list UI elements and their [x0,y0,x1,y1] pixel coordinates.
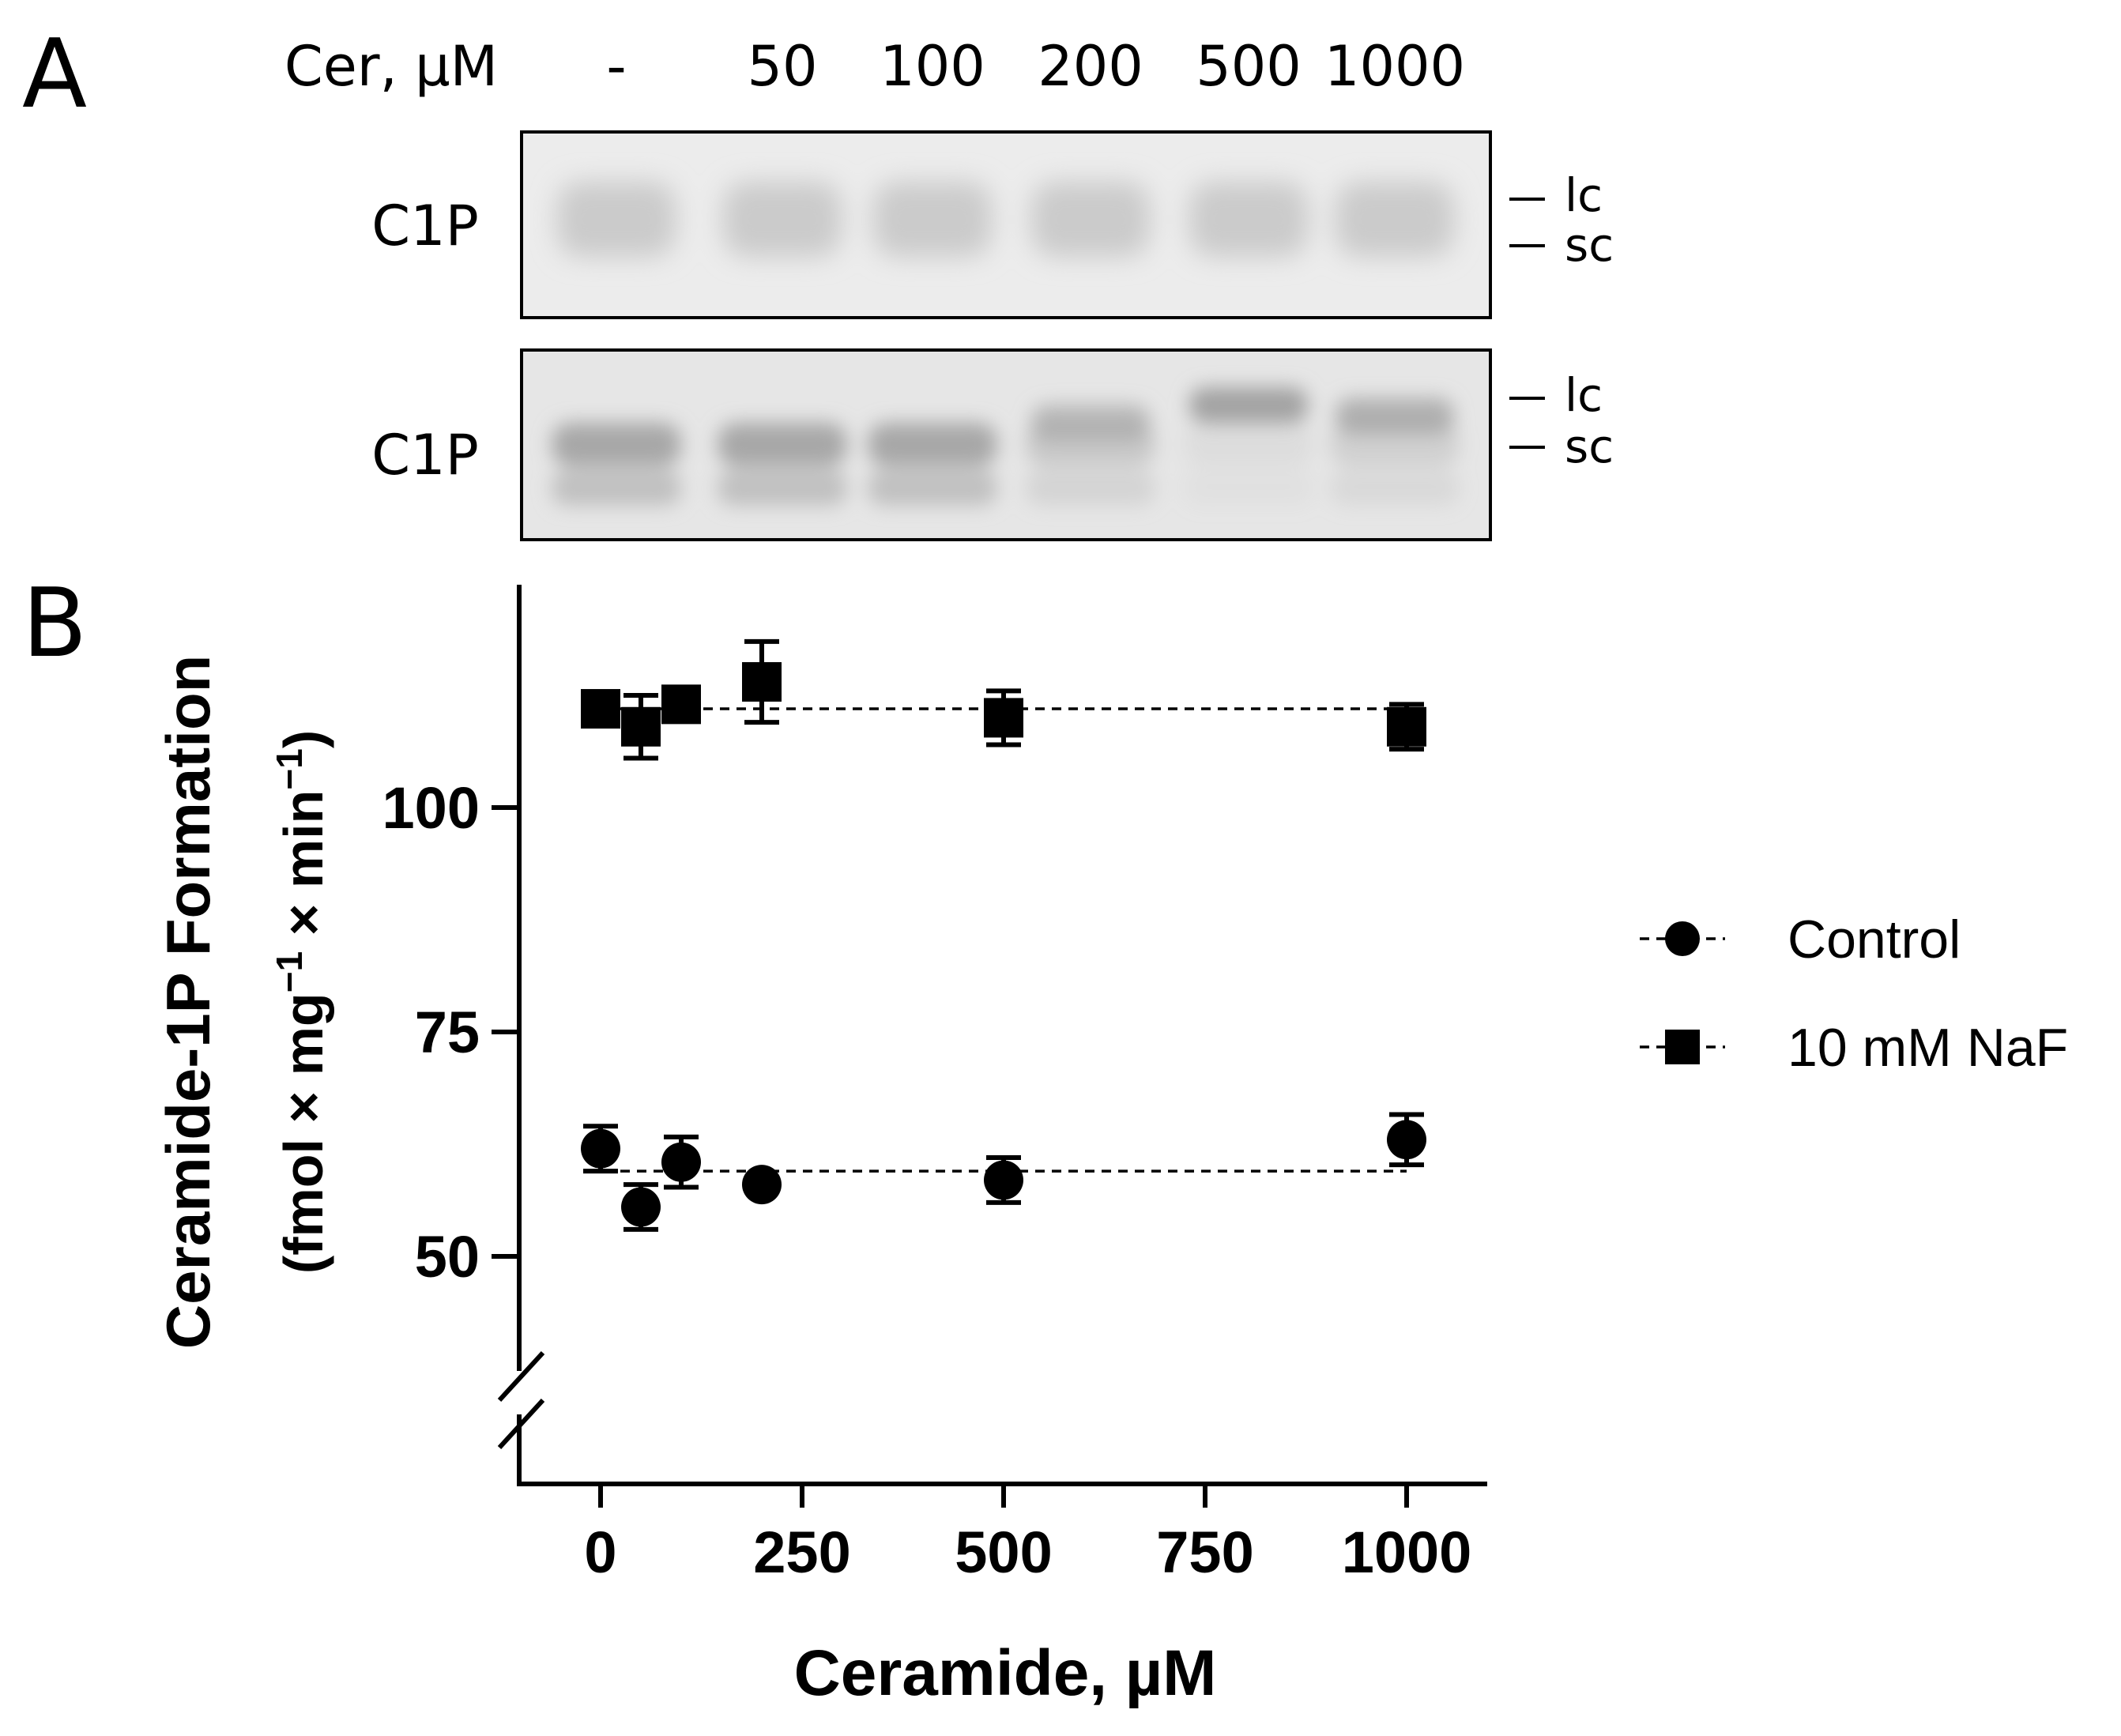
y-units-sup2: −1 [269,748,310,789]
y-units-sup1: −1 [269,951,310,992]
blot1 [520,130,1492,319]
blot2-band-upper [723,431,842,466]
y-axis-break-mark [497,1398,545,1450]
legend-marker-square [1665,1030,1700,1064]
legend-marker-circle [1665,921,1700,956]
x-axis-title: Ceramide, µM [794,1637,1217,1709]
blot2-band-upper [557,431,676,466]
x-tick-label: 500 [955,1519,1052,1585]
y-units-part3: ) [273,730,334,748]
plot-area: 0 250 500 750 1000 50 75 100 [382,585,1487,1585]
data-point-naf [581,689,620,729]
lane-label: 500 [1196,34,1302,99]
blot2 [520,348,1492,541]
data-point-control [984,1160,1023,1200]
y-tick-label: 100 [382,775,480,841]
blot2-band-upper [1336,397,1454,434]
blot2-marker-sc: sc [1565,420,1614,473]
legend-item-control: Control [1640,909,1961,970]
data-point-naf [1387,706,1426,747]
data-point-naf [984,698,1023,738]
blot2-label: C1P [371,423,479,488]
legend-label: Control [1788,909,1961,970]
data-point-naf [742,661,782,702]
data-point-control [661,1142,701,1182]
y-axis-title-line1: Ceramide-1P Formation [153,655,223,1349]
series-control [581,1112,1426,1232]
blot1-band [1189,182,1308,257]
data-point-control [621,1187,661,1227]
data-point-control [1387,1120,1426,1160]
blot2-band-lower [1184,423,1313,466]
x-tick-label: 250 [753,1519,850,1585]
blot2-band-lower-tail [868,470,997,506]
y-tick-label: 75 [415,1000,480,1065]
data-point-control [742,1165,782,1205]
lane-label: 100 [880,34,985,99]
blot2-band-lower-tail [552,470,681,506]
cer-concentration-label: Cer, µM [284,34,498,99]
blot2-band-lower-tail [1330,470,1460,506]
legend: Control 10 mM NaF [1640,909,2068,1078]
lane-label: 50 [747,34,817,99]
blot2-band-upper [1031,405,1150,440]
lane-label: - [606,34,626,99]
y-units-part1: (fmol × mg [273,992,334,1274]
y-units-part2: × min [273,790,334,951]
x-tick-label: 1000 [1342,1519,1472,1585]
x-tick-label: 750 [1156,1519,1253,1585]
lane-label: 200 [1038,34,1143,99]
data-point-naf [661,684,701,725]
blot1-label: C1P [371,194,479,258]
blot1-band [873,182,992,257]
blot2-band-upper [1189,387,1308,423]
blot2-band-upper [873,431,992,466]
blot1-band [723,182,842,257]
blot1-band [1336,182,1454,257]
series-naf [581,638,1426,761]
y-axis-units: (fmol × mg−1 × min−1) [269,730,334,1274]
blot1-band [1031,182,1150,257]
data-point-control [581,1128,620,1169]
blot2-band-lower-tail [718,470,847,506]
data-point-naf [621,706,661,747]
legend-label: 10 mM NaF [1788,1018,2068,1078]
lane-label: 1000 [1324,34,1465,99]
blot1-marker-lc: lc [1565,168,1603,222]
blot1-marker-sc: sc [1565,218,1614,272]
blot2-bands [552,387,1460,506]
panel-a-letter: A [22,20,87,130]
y-tick-label: 50 [415,1224,480,1290]
y-axis-title: Ceramide-1P Formation [153,655,223,1349]
svg-text:(fmol × mg−1 × min−1): (fmol × mg−1 × min−1) [269,730,334,1274]
blot1-bands [557,182,1454,257]
blot2-band-lower-tail [1184,470,1313,506]
blot2-band-lower-tail [1026,470,1155,506]
lane-labels: - 50 100 200 500 1000 [606,34,1465,99]
y-axis-break-mark [497,1350,545,1403]
legend-item-naf: 10 mM NaF [1640,1018,2068,1078]
panel-b-letter: B [22,569,87,679]
x-tick-label: 0 [584,1519,616,1585]
blot1-band [557,182,676,257]
blot2-marker-lc: lc [1565,368,1603,422]
